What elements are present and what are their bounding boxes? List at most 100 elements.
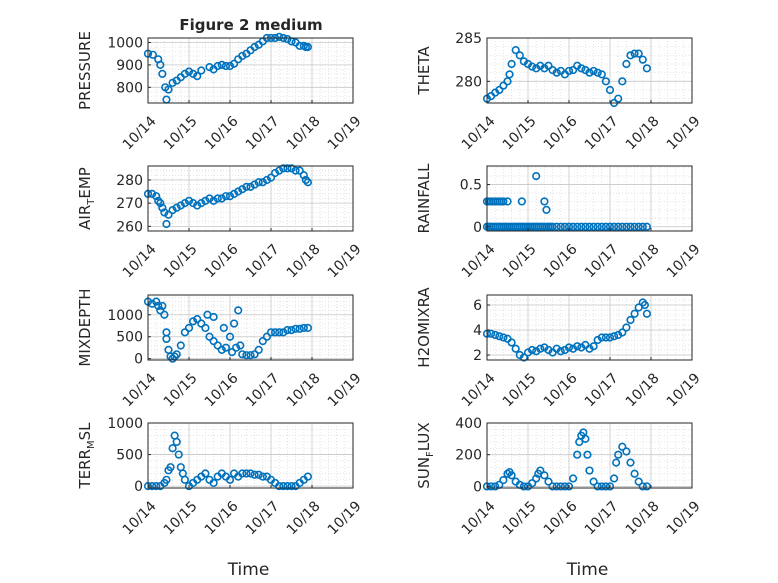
- y-tick-label: 260: [116, 219, 143, 235]
- data-point: [152, 482, 161, 491]
- x-tick-label: 10/16: [541, 113, 581, 153]
- data-point: [160, 310, 169, 319]
- data-point: [266, 173, 276, 182]
- data-point: [544, 477, 553, 486]
- data-point: [238, 51, 247, 61]
- data-point: [642, 309, 652, 318]
- data-point: [597, 222, 606, 231]
- data-point: [250, 180, 259, 189]
- data-point: [536, 344, 545, 353]
- data-point: [201, 323, 210, 333]
- data-point: [168, 444, 177, 453]
- data-point: [201, 469, 210, 478]
- y-axis-label: H2OMIXRA: [415, 287, 433, 368]
- data-point: [193, 315, 202, 324]
- y-tick-label: 0.5: [460, 178, 482, 194]
- data-point: [593, 68, 602, 77]
- x-tick-label: 10/14: [120, 113, 160, 153]
- y-tick-label: 0: [134, 479, 143, 495]
- x-tick-label: 10/17: [243, 113, 283, 153]
- data-point: [511, 344, 520, 353]
- data-point: [564, 66, 574, 76]
- data-point: [495, 332, 504, 341]
- data-point: [271, 168, 280, 178]
- data-point: [205, 332, 214, 341]
- data-point: [189, 317, 198, 326]
- panel-pressure: 800 900 1000 10/14 10/15 10/16 10/17 10/18 10/19…: [76, 31, 365, 153]
- x-tick-label: 10/15: [161, 370, 201, 410]
- x-tick-label: 10/18: [284, 113, 324, 153]
- data-point: [503, 334, 512, 343]
- data-point: [219, 323, 228, 333]
- data-point: [609, 222, 619, 231]
- data-point: [622, 59, 631, 69]
- data-point: [250, 350, 259, 359]
- data-point: [158, 301, 167, 311]
- data-point: [266, 328, 276, 337]
- x-tick-label: 10/16: [541, 241, 581, 281]
- y-axis-label: PRESSURE: [76, 31, 94, 110]
- x-tick-label: 10/19: [664, 113, 704, 153]
- data-point: [209, 196, 218, 205]
- data-point: [209, 312, 218, 322]
- y-tick-label: 500: [116, 448, 143, 464]
- x-tick-label: 10/15: [500, 498, 540, 538]
- data-point: [612, 458, 621, 467]
- data-point: [503, 77, 512, 86]
- data-point: [209, 337, 218, 346]
- data-point: [303, 42, 313, 52]
- data-point: [238, 350, 247, 359]
- data-point: [519, 353, 529, 362]
- y-tick-label: 6: [473, 298, 482, 314]
- data-point: [168, 78, 177, 87]
- data-point: [540, 471, 549, 480]
- x-tick-label: 10/15: [161, 498, 201, 538]
- data-point: [564, 343, 574, 352]
- x-tick-label: 10/18: [284, 241, 324, 281]
- data-point: [499, 197, 508, 206]
- data-point: [225, 475, 235, 484]
- data-point: [254, 345, 263, 354]
- data-point: [232, 343, 241, 352]
- y-tick-label: 280: [116, 173, 143, 189]
- data-point: [614, 450, 623, 459]
- data-point: [618, 77, 627, 86]
- y-axis-label: RAINFALL: [415, 163, 433, 234]
- data-point: [230, 59, 239, 68]
- data-point: [552, 222, 561, 231]
- data-point: [205, 194, 214, 203]
- data-point: [156, 199, 165, 208]
- data-point: [593, 482, 602, 491]
- data-point: [585, 222, 594, 231]
- x-tick-label: 10/16: [541, 370, 581, 410]
- data-point: [152, 297, 161, 306]
- data-point: [560, 482, 570, 491]
- data-point: [605, 482, 615, 491]
- data-point: [515, 51, 524, 60]
- data-point: [622, 323, 631, 332]
- data-point: [271, 328, 280, 337]
- y-tick-label: 0: [473, 220, 482, 236]
- data-point: [573, 450, 582, 459]
- data-point: [573, 222, 582, 231]
- data-point: [221, 343, 230, 352]
- data-point: [626, 458, 635, 467]
- data-point: [234, 306, 243, 315]
- x-tick-label: 10/15: [161, 241, 201, 281]
- x-tick-label: 10/17: [243, 498, 283, 538]
- data-point: [601, 77, 611, 86]
- data-point: [295, 166, 304, 175]
- data-point: [577, 64, 586, 73]
- data-point: [303, 323, 313, 333]
- data-point: [225, 61, 235, 71]
- data-point: [556, 482, 565, 491]
- data-point: [180, 199, 189, 208]
- data-point: [162, 219, 171, 229]
- data-point: [197, 319, 206, 328]
- data-point: [552, 482, 561, 491]
- data-point: [176, 341, 185, 350]
- data-point: [279, 482, 288, 491]
- y-axis-label: MIXDEPTH: [76, 288, 94, 366]
- y-tick-label: 500: [116, 330, 143, 346]
